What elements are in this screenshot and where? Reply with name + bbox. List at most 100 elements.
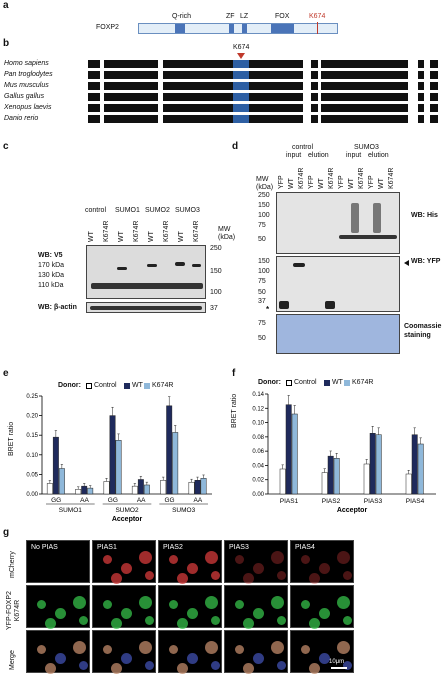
d-sub-elution-1: elution (308, 152, 329, 159)
species-gallus: Gallus gallus (4, 93, 45, 100)
micrograph-1-1 (92, 585, 156, 629)
nucleus (211, 661, 220, 670)
coomassie-label: Coomassie staining (404, 323, 442, 339)
micrograph-0-2: PIAS2 (158, 540, 222, 584)
x-axis-label: Acceptor (112, 516, 143, 523)
nucleus (235, 600, 244, 609)
bar-k674r-1 (87, 487, 94, 495)
y-tick-label: 0.10 (26, 453, 38, 459)
k674-align-label: K674 (233, 44, 250, 51)
k674-highlight (233, 93, 249, 101)
mw-d-50: 50 (258, 236, 266, 243)
group-label: PIAS2 (322, 498, 341, 505)
bar-wt-3 (137, 479, 144, 495)
y-tick-label: 0.05 (26, 472, 38, 478)
sequence-row (88, 104, 438, 112)
marker-110: 110 kDa (38, 282, 64, 289)
k674-highlight (233, 71, 249, 79)
bar-k674r-4 (172, 432, 179, 495)
c-lane-6: WT (178, 231, 185, 242)
panel-label-a: a (3, 0, 9, 11)
nucleus (73, 641, 86, 654)
d-sub-elution-2: elution (368, 152, 389, 159)
bar-k674r-0 (291, 413, 298, 495)
bar-wt-2 (109, 415, 116, 495)
mw-c-250: 250 (210, 245, 222, 252)
nucleus (79, 661, 88, 670)
nucleus (103, 645, 112, 654)
y-tick-label: 0.15 (26, 433, 38, 439)
micrograph-0-4: PIAS4 (290, 540, 354, 584)
mw-c-37: 37 (210, 305, 218, 312)
species-xenopus: Xenopus laevis (4, 104, 52, 111)
d-lane-6: YFP (338, 175, 345, 189)
mw-c-150: 150 (210, 268, 222, 275)
f-legend-wt-swatch (324, 380, 330, 386)
nucleus (235, 645, 244, 654)
group-label: PIAS1 (280, 498, 299, 505)
nucleus (309, 573, 320, 584)
arrow-left-icon (404, 260, 409, 266)
micrograph-2-0 (26, 630, 90, 674)
fox-label: FOX (275, 13, 290, 20)
d-sub-input-1: input (286, 152, 302, 159)
lz-label: LZ (240, 13, 249, 20)
nucleus (309, 663, 320, 674)
c-lane-7: K674R (193, 220, 200, 242)
pair-label: AA (193, 497, 202, 504)
row-mcherry: mCherry (9, 551, 16, 578)
bar-k674r-2 (375, 434, 382, 495)
k674-highlight (233, 60, 249, 68)
bar-k674r-5 (200, 478, 207, 495)
d-lane-9: YFP (368, 175, 375, 189)
micrograph-1-2 (158, 585, 222, 629)
nucleus (55, 653, 66, 664)
zf-domain (229, 24, 234, 33)
d-lane-3: YFP (308, 175, 315, 189)
nucleus (145, 616, 154, 625)
bar-wt-0 (285, 404, 292, 495)
nucleus (121, 563, 132, 574)
mw-header-c: MW (kDa) (218, 226, 236, 241)
y-tick-label: 0.08 (252, 435, 264, 441)
nucleus (111, 618, 122, 629)
nucleus (271, 641, 284, 654)
panel-label-g: g (3, 527, 10, 538)
nucleus (243, 663, 254, 674)
mw-d-250: 250 (258, 192, 270, 199)
nucleus (79, 616, 88, 625)
bar-control-2 (363, 463, 370, 495)
e-legend-k674r-swatch (144, 383, 150, 389)
micrograph-0-1: PIAS1 (92, 540, 156, 584)
y-tick-label: 0.02 (252, 478, 264, 484)
nucleus (343, 661, 352, 670)
column-label-1: PIAS1 (97, 544, 117, 551)
column-label-4: PIAS4 (295, 544, 315, 551)
group-label: PIAS3 (364, 498, 383, 505)
bar-wt-0 (52, 436, 59, 495)
nucleus (301, 600, 310, 609)
nucleus (277, 661, 286, 670)
k674-highlight (233, 115, 249, 123)
wb-yfp-label: WB: YFP (411, 258, 441, 265)
f-ylabel: BRET ratio (231, 393, 238, 428)
k674-mark (317, 22, 318, 34)
nucleus (177, 573, 188, 584)
y-tick-label: 0.25 (26, 394, 38, 400)
k674-label: K674 (309, 13, 326, 20)
row-yfp-foxp2: YFP-FOXP2 K674R (6, 591, 21, 630)
panel-label-d: d (232, 141, 239, 152)
mw-d-75: 75 (258, 222, 266, 229)
asterisk-mark: * (266, 305, 270, 314)
nucleus (37, 645, 46, 654)
micrograph-2-2 (158, 630, 222, 674)
wb-yfp-blot (276, 256, 400, 312)
micrograph-1-4 (290, 585, 354, 629)
nucleus (205, 596, 218, 609)
k674-arrow-icon (237, 53, 245, 59)
species-danio: Danio rerio (4, 115, 39, 122)
sequence-row (88, 71, 438, 79)
bar-wt-1 (81, 485, 88, 495)
f-legend-wt: WT (332, 379, 343, 386)
e-legend-k674r: K674R (152, 382, 174, 389)
